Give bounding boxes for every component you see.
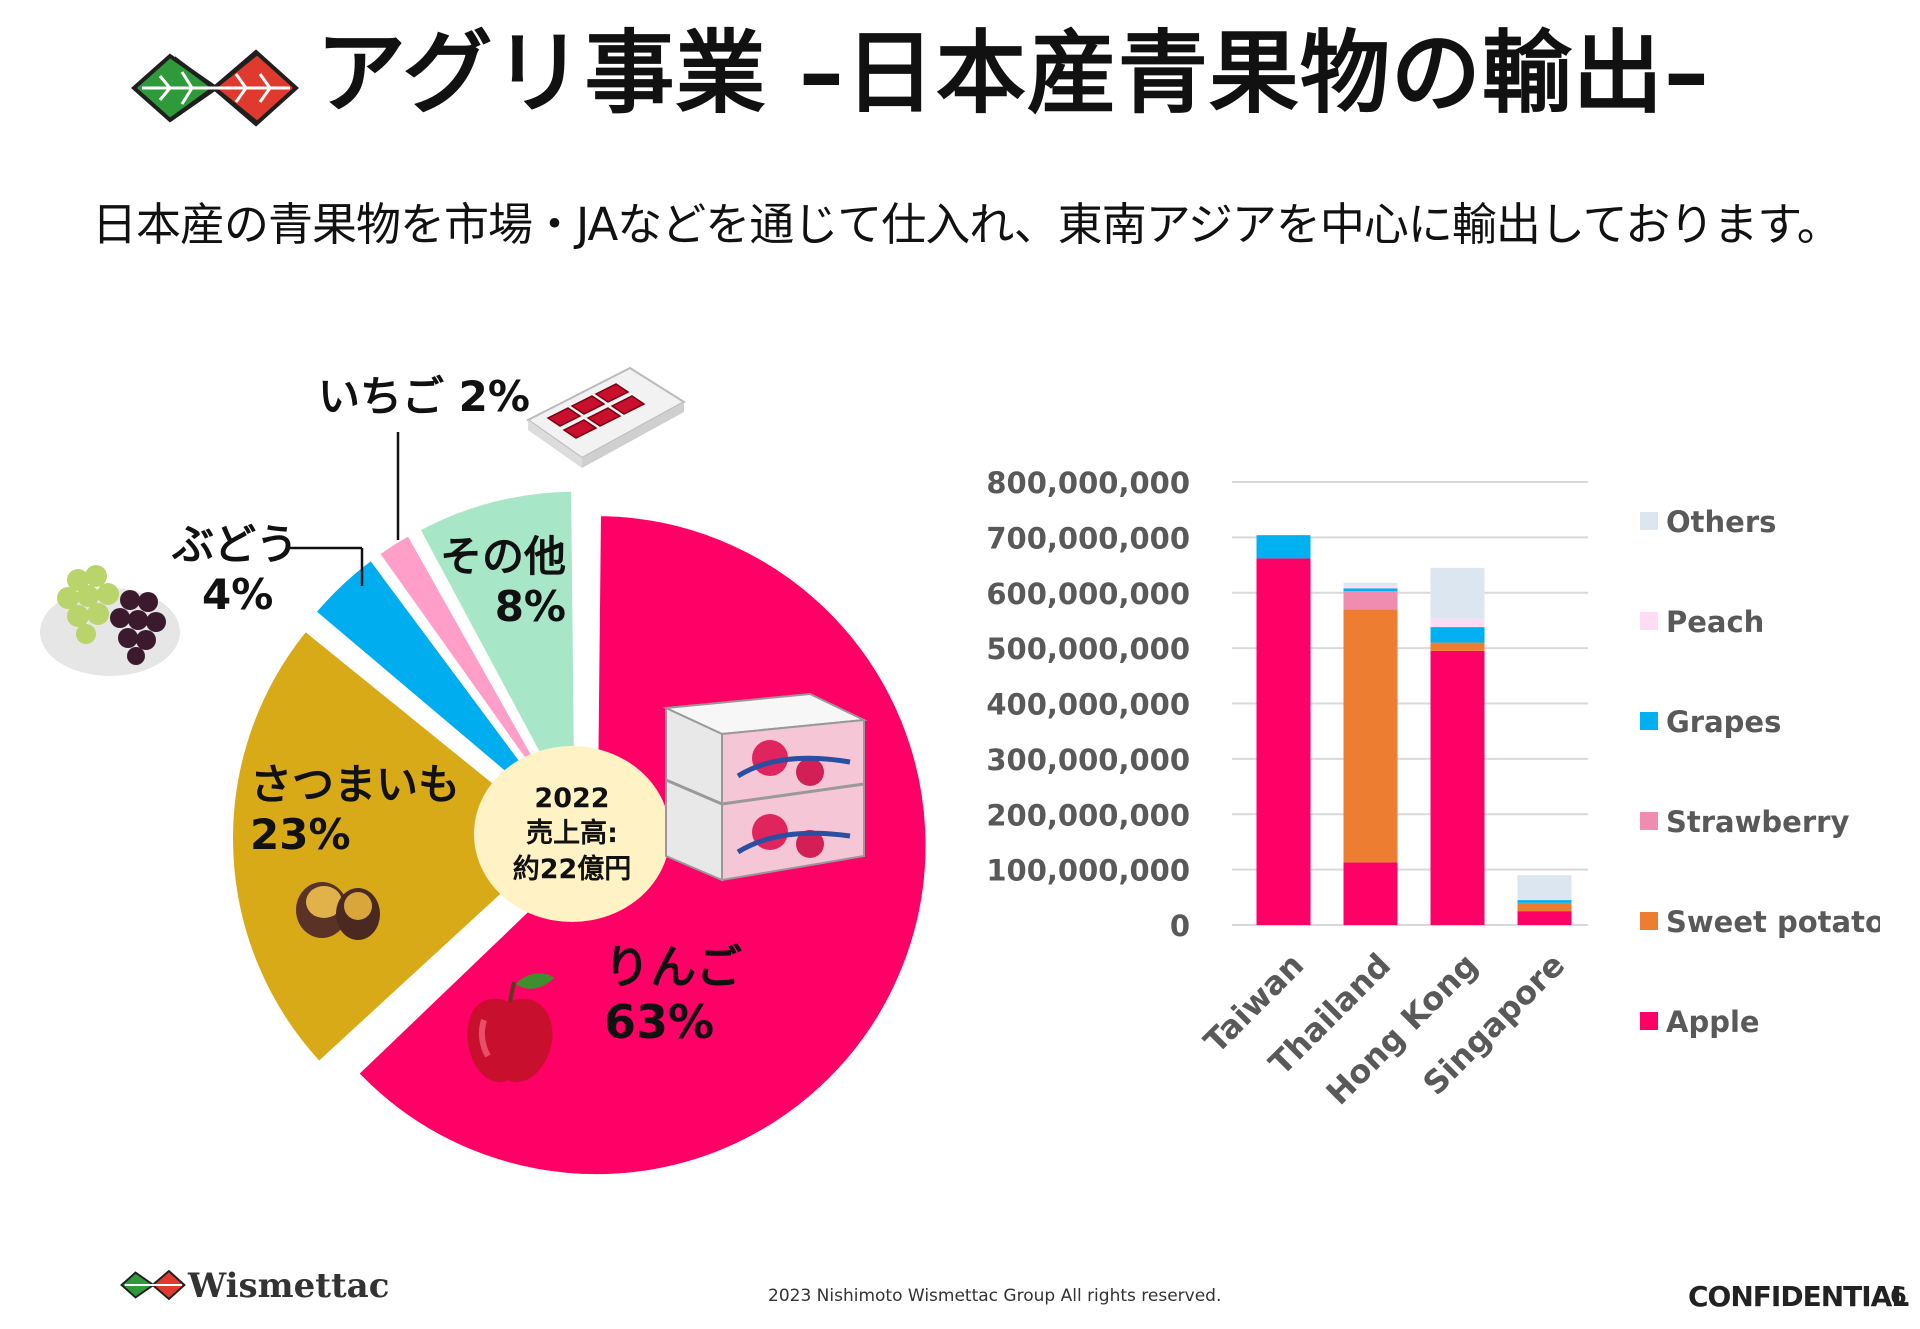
pie-label-other: その他 8% — [440, 532, 566, 633]
legend-label: Peach — [1666, 605, 1764, 639]
footer-copyright: 2023 Nishimoto Wismettac Group All right… — [768, 1286, 1222, 1306]
stacked-bar-chart: 0 100,000,000 200,000,000 300,000,000 400,00… — [986, 466, 1880, 1113]
pie-label-sweetpotato: さつまいも 23% — [250, 760, 460, 861]
y-tick-label: 800,000,000 — [986, 466, 1190, 500]
pie-slice-other — [418, 489, 577, 822]
pie-center-year: 2022 — [534, 783, 610, 815]
y-tick-label: 300,000,000 — [986, 743, 1190, 777]
bar-segment — [1430, 642, 1485, 651]
legend-label: Others — [1666, 505, 1776, 539]
y-tick-label: 200,000,000 — [986, 798, 1190, 832]
pie-label-percent: 4% — [202, 570, 274, 620]
page-number: 6 — [1890, 1282, 1907, 1310]
bar-segment — [1430, 650, 1485, 925]
bar-segment — [1517, 902, 1572, 912]
apple-box-photo — [662, 692, 868, 882]
bar-segment — [1256, 558, 1311, 925]
legend-swatch — [1640, 812, 1658, 830]
pie-label-name: その他 — [440, 532, 567, 581]
y-tick-label: 100,000,000 — [986, 854, 1190, 888]
legend-label: Grapes — [1666, 705, 1781, 739]
y-tick-label: 0 — [1170, 909, 1190, 943]
pie-label-name: りんご — [604, 940, 742, 994]
bar-segment — [1256, 535, 1311, 559]
y-tick-label: 500,000,000 — [986, 632, 1190, 666]
pie-center-caption: 売上高: — [526, 818, 618, 850]
pie-center-amount: 約22億円 — [512, 853, 632, 885]
legend-label: Apple — [1666, 1005, 1760, 1039]
leaf-logo-icon — [130, 49, 299, 127]
bar-segment — [1517, 911, 1572, 925]
legend-swatch — [1640, 912, 1658, 930]
strawberry-pack-photo — [526, 366, 686, 468]
sweet-potato-photo — [296, 882, 380, 940]
bar-segment — [1517, 900, 1572, 903]
wismettac-logo-icon — [120, 1269, 186, 1301]
pie-slice-sweetpotato — [231, 629, 564, 1064]
bar-segment — [1343, 588, 1398, 592]
pie-center-label: 2022 売上高: 約22億円 — [474, 746, 670, 922]
bar-segment — [1430, 627, 1485, 643]
pie-label-grapes: ぶどう 4% — [172, 520, 298, 621]
bar-segment — [1343, 609, 1398, 863]
pie-label-percent: 8% — [494, 582, 567, 632]
y-tick-label: 700,000,000 — [986, 521, 1190, 555]
apple-photo — [467, 973, 554, 1083]
slide-subtitle: 日本産の青果物を市場・JAなどを通じて仕入れ、東南アジアを中心に輸出しております… — [92, 198, 1842, 251]
pie-slice-strawberry — [377, 533, 572, 824]
y-tick-label: 600,000,000 — [986, 577, 1190, 611]
bar-segment — [1517, 875, 1572, 901]
pie-label-strawberry: いちご 2% — [318, 372, 530, 422]
bar-segment — [1343, 582, 1398, 586]
pie-label-apple: りんご 63% — [604, 940, 742, 1050]
x-tick-label: Hong Kong — [1319, 946, 1486, 1113]
legend-swatch — [1640, 612, 1658, 630]
footer-confidential: CONFIDENTIAL — [1688, 1280, 1909, 1313]
slide-title: アグリ事業 –日本産青果物の輸出– — [316, 21, 1710, 126]
pie-label-name: いちご — [318, 372, 445, 421]
legend-swatch — [1640, 512, 1658, 530]
bar-segment — [1343, 862, 1398, 925]
y-tick-label: 400,000,000 — [986, 688, 1190, 722]
pie-label-name: ぶどう — [172, 520, 299, 569]
legend-swatch — [1640, 712, 1658, 730]
legend-swatch — [1640, 1012, 1658, 1030]
pie-label-percent: 63% — [604, 995, 715, 1050]
pie-label-percent: 23% — [250, 810, 351, 860]
pie-label-percent: 2% — [458, 372, 530, 421]
bar-segment — [1430, 567, 1485, 619]
legend-label: Strawberry — [1666, 805, 1849, 839]
bar-segment — [1343, 591, 1398, 610]
bar-segment — [1430, 618, 1485, 628]
footer-brand: Wismettac — [188, 1266, 390, 1306]
pie-slice-grapes — [314, 558, 569, 826]
bar-segment — [1343, 585, 1398, 589]
grapes-photo — [40, 565, 180, 676]
pie-label-name: さつまいも — [250, 760, 461, 809]
legend-label: Sweet potato — [1666, 905, 1880, 939]
